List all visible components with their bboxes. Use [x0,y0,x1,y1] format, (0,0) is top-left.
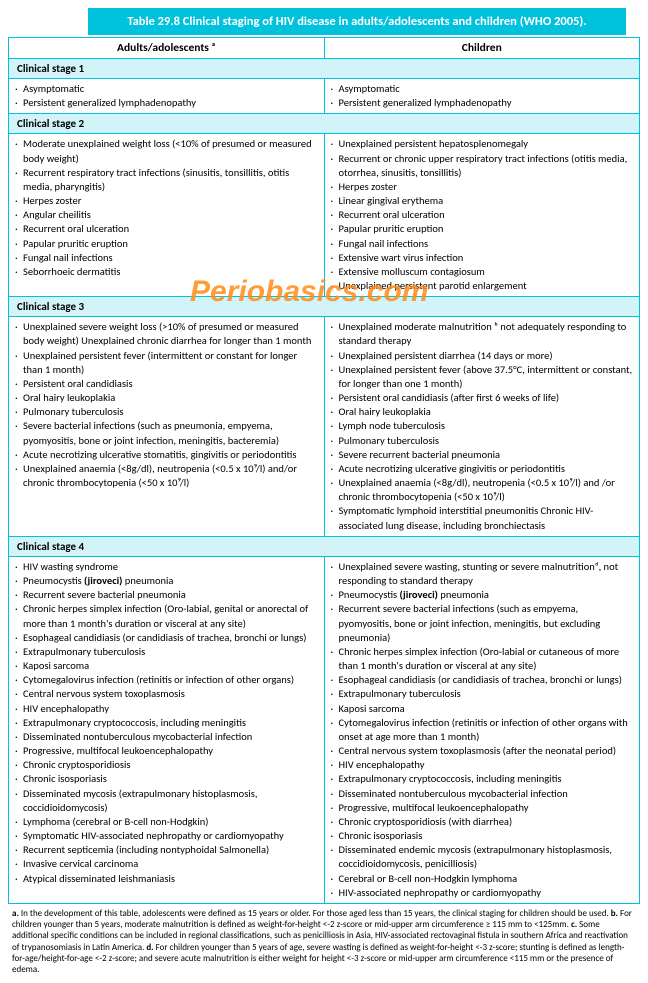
list-item: ·Extensive wart virus infection [331,251,634,265]
list-item: ·Unexplained persistent diarrhea (14 day… [331,349,634,363]
col-header-children: Children [324,38,640,59]
stage-2-adults: ·Moderate unexplained weight loss (<10% … [9,134,325,297]
list-item: ·Chronic cryptosporidiosis (with diarrhe… [331,815,634,829]
stage-1-adults: ·Asymptomatic·Persistent generalized lym… [9,79,325,114]
list-item: ·Oral hairy leukoplakia [15,391,318,405]
list-item: ·Disseminated nontuberculous mycobacteri… [15,730,318,744]
stage-4-header: Clinical stage 4 [9,536,640,556]
stage-4-adults: ·HIV wasting syndrome·Pneumocystis (jiro… [9,556,325,903]
list-item: ·Herpes zoster [15,194,318,208]
list-item: ·Persistent oral candidiasis [15,377,318,391]
list-item: ·Unexplained moderate malnutrition ᵇ not… [331,320,634,348]
list-item: ·HIV encephalopathy [331,758,634,772]
list-item: ·Symptomatic lymphoid interstitial pneum… [331,504,634,532]
list-item: ·Unexplained anaemia (<8g/dl), neutropen… [15,462,318,490]
col-header-adults: Adults/adolescents ᵃ [9,38,325,59]
list-item: ·Lymph node tuberculosis [331,419,634,433]
list-item: ·Pulmonary tuberculosis [331,434,634,448]
list-item: ·Chronic cryptosporidiosis [15,758,318,772]
list-item: ·Persistent oral candidiasis (after firs… [331,391,634,405]
list-item: ·Atypical disseminated leishmaniasis [15,872,318,886]
list-item: ·Angular cheilitis [15,208,318,222]
list-item: ·Papular pruritic eruption [331,222,634,236]
list-item: ·Extrapulmonary cryptococcosis, includin… [15,716,318,730]
list-item: ·Kaposi sarcoma [15,659,318,673]
list-item: ·Recurrent oral ulceration [15,222,318,236]
staging-table: Adults/adolescents ᵃ Children Clinical s… [8,37,640,904]
list-item: ·Papular pruritic eruption [15,237,318,251]
list-item: ·Cerebral or B-cell non-Hodgkin lymphoma [331,872,634,886]
list-item: ·Pneumocystis (jiroveci) pneumonia [331,588,634,602]
list-item: ·Disseminated nontuberculous mycobacteri… [331,787,634,801]
list-item: ·Acute necrotizing ulcerative gingivitis… [331,462,634,476]
stage-3-header: Clinical stage 3 [9,297,640,317]
list-item: ·Pulmonary tuberculosis [15,405,318,419]
list-item: ·Herpes zoster [331,180,634,194]
list-item: ·HIV wasting syndrome [15,560,318,574]
list-item: ·Extrapulmonary tuberculosis [331,687,634,701]
list-item: ·Unexplained persistent hepatosplenomega… [331,137,634,151]
list-item: ·Central nervous system toxoplasmosis [15,687,318,701]
list-item: ·Kaposi sarcoma [331,702,634,716]
stage-3-adults: ·Unexplained severe weight loss (>10% of… [9,317,325,537]
list-item: ·Extrapulmonary tuberculosis [15,645,318,659]
list-item: ·Recurrent respiratory tract infections … [15,166,318,194]
list-item: ·Unexplained severe weight loss (>10% of… [15,320,318,348]
list-item: ·Fungal nail infections [15,251,318,265]
list-item: ·Asymptomatic [15,82,318,96]
list-item: ·HIV encephalopathy [15,702,318,716]
list-item: ·Asymptomatic [331,82,634,96]
list-item: ·Recurrent oral ulceration [331,208,634,222]
list-item: ·Invasive cervical carcinoma [15,857,318,871]
list-item: ·Persistent generalized lymphadenopathy [331,96,634,110]
list-item: ·Seborrhoeic dermatitis [15,265,318,279]
list-item: ·HIV-associated nephropathy or cardiomyo… [331,886,634,900]
list-item: ·Unexplained persistent fever (above 37.… [331,363,634,391]
list-item: ·Extensive molluscum contagiosum [331,265,634,279]
list-item: ·Progressive, multifocal leukoencephalop… [331,801,634,815]
list-item: ·Disseminated mycosis (extrapulmonary hi… [15,787,318,815]
list-item: ·Recurrent severe bacterial infections (… [331,602,634,645]
list-item: ·Linear gingival erythema [331,194,634,208]
list-item: ·Unexplained anaemia (<8g/dl), neutropen… [331,476,634,504]
list-item: ·Unexplained severe wasting, stunting or… [331,560,634,588]
footnote: a. In the development of this table, ado… [8,904,640,976]
list-item: ·Progressive, multifocal leukoencephalop… [15,744,318,758]
list-item: ·Chronic isosporiasis [15,772,318,786]
list-item: ·Lymphoma (cerebral or B-cell non-Hodgki… [15,815,318,829]
list-item: ·Disseminated endemic mycosis (extrapulm… [331,843,634,871]
stage-1-header: Clinical stage 1 [9,59,640,79]
list-item: ·Severe recurrent bacterial pneumonia [331,448,634,462]
stage-1-children: ·Asymptomatic·Persistent generalized lym… [324,79,640,114]
stage-3-children: ·Unexplained moderate malnutrition ᵇ not… [324,317,640,537]
stage-2-children: ·Unexplained persistent hepatosplenomega… [324,134,640,297]
list-item: ·Moderate unexplained weight loss (<10% … [15,137,318,165]
list-item: ·Acute necrotizing ulcerative stomatitis… [15,448,318,462]
list-item: ·Central nervous system toxoplasmosis (a… [331,744,634,758]
list-item: ·Oral hairy leukoplakia [331,405,634,419]
list-item: ·Pneumocystis (jiroveci) pneumonia [15,574,318,588]
list-item: ·Fungal nail infections [331,237,634,251]
list-item: ·Esophageal candidiasis (or candidiasis … [331,673,634,687]
list-item: ·Unexplained persistent fever (intermitt… [15,349,318,377]
list-item: ·Recurrent or chronic upper respiratory … [331,152,634,180]
list-item: ·Unexplained persistent parotid enlargem… [331,279,634,293]
list-item: ·Chronic isosporiasis [331,829,634,843]
list-item: ·Recurrent septicemia (including nontyph… [15,843,318,857]
list-item: ·Cytomegalovirus infection (retinitis or… [331,716,634,744]
list-item: ·Chronic herpes simplex infection (Oro-l… [15,602,318,630]
list-item: ·Chronic herpes simplex infection (Oro-l… [331,645,634,673]
list-item: ·Extrapulmonary cryptococcosis, includin… [331,772,634,786]
list-item: ·Symptomatic HIV-associated nephropathy … [15,829,318,843]
list-item: ·Persistent generalized lymphadenopathy [15,96,318,110]
list-item: ·Cytomegalovirus infection (retinitis or… [15,673,318,687]
list-item: ·Esophageal candidiasis (or candidiasis … [15,631,318,645]
list-item: ·Severe bacterial infections (such as pn… [15,419,318,447]
table-title: Table 29.8 Clinical staging of HIV disea… [88,8,626,35]
stage-2-header: Clinical stage 2 [9,114,640,134]
stage-4-children: ·Unexplained severe wasting, stunting or… [324,556,640,903]
list-item: ·Recurrent severe bacterial pneumonia [15,588,318,602]
